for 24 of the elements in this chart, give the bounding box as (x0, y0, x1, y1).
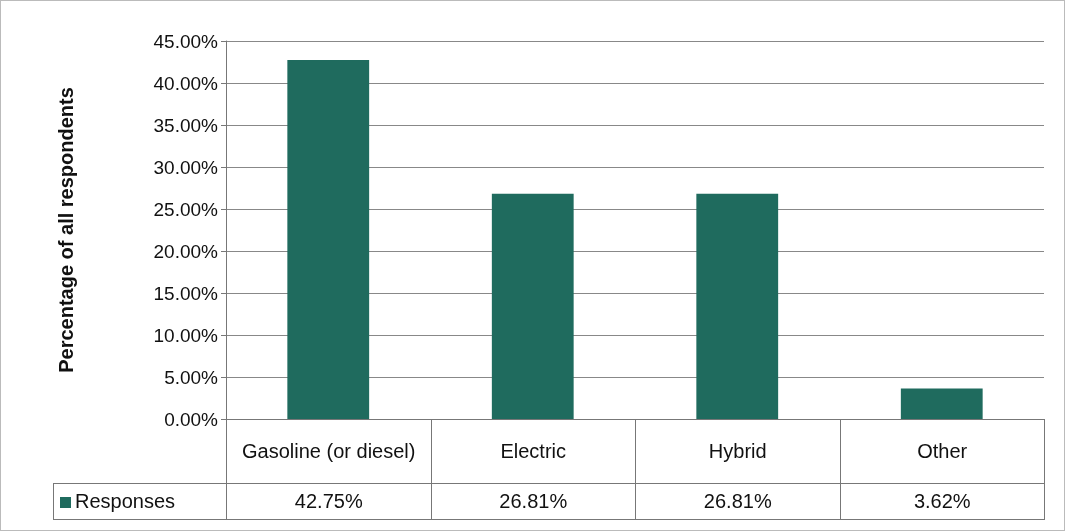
x-tick-label: Hybrid (635, 419, 840, 484)
bar (287, 59, 370, 419)
data-label: 26.81% (431, 483, 636, 520)
data-label: 3.62% (840, 483, 1045, 520)
data-label: 26.81% (635, 483, 840, 520)
y-tick-label: 30.00% (153, 156, 219, 178)
y-tick-label: 40.00% (153, 72, 219, 94)
y-tick-label: 20.00% (153, 240, 219, 262)
x-tick-label: Other (840, 419, 1045, 484)
y-tick-label: 35.00% (153, 114, 219, 136)
bar (696, 193, 779, 419)
x-tick-label: Gasoline (or diesel) (226, 419, 431, 484)
x-tick-label: Electric (431, 419, 636, 484)
data-label: 42.75% (226, 483, 431, 520)
y-axis-title: Percentage of all respondents (55, 87, 77, 373)
y-tick-label: 15.00% (153, 282, 219, 304)
y-tick-label: 10.00% (153, 324, 219, 346)
legend-label: Responses (75, 490, 176, 512)
bar (491, 193, 574, 419)
y-tick-label: 5.00% (164, 366, 219, 388)
y-tick-label: 25.00% (153, 198, 219, 220)
y-tick-label: 45.00% (153, 30, 219, 52)
y-tick-label: 0.00% (164, 408, 219, 430)
bar (900, 388, 983, 419)
